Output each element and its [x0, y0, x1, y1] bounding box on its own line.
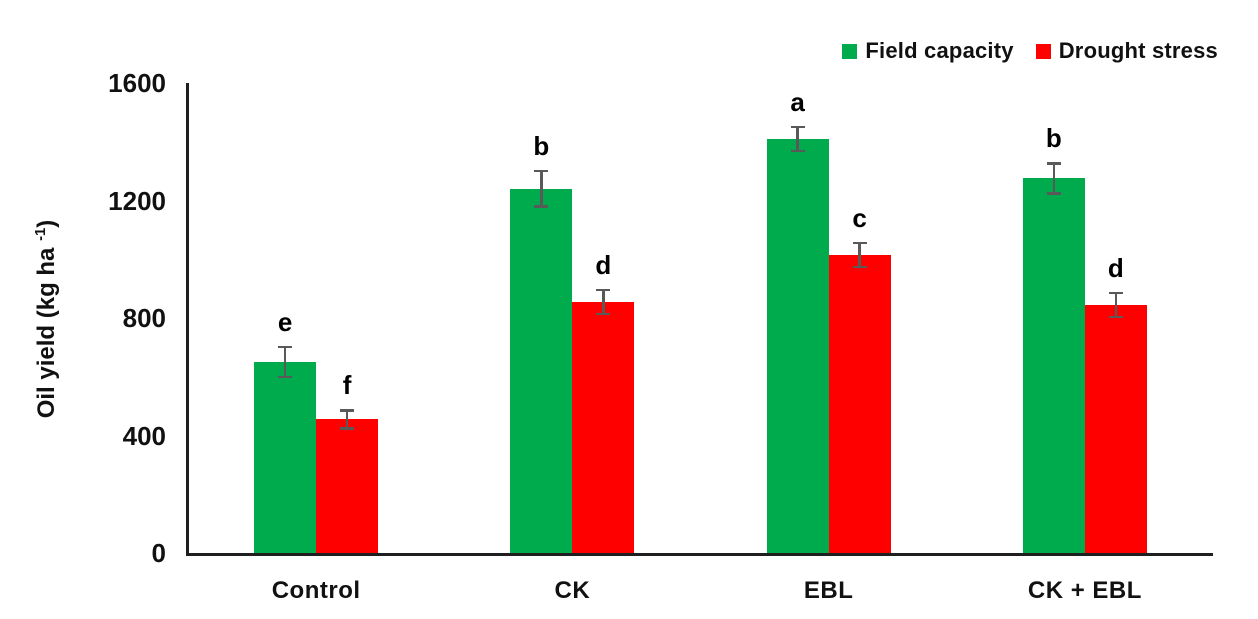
bar-drought-stress	[828, 254, 891, 553]
error-bar	[1114, 291, 1118, 318]
y-tick-label: 800	[122, 303, 166, 333]
bar-field-capacity	[1022, 178, 1085, 553]
significance-letter: d	[595, 249, 612, 280]
error-bar	[858, 241, 861, 269]
significance-letter: a	[790, 86, 805, 117]
significance-letter: c	[852, 202, 867, 233]
error-bar-cap	[852, 265, 867, 269]
chart-legend: Field capacity Drought stress	[842, 38, 1218, 64]
significance-letter: b	[533, 130, 550, 161]
error-bar-cap	[534, 169, 549, 173]
x-tick-label: CK + EBL	[1027, 577, 1142, 604]
error-bar-cap	[534, 205, 549, 208]
error-bar	[283, 345, 287, 379]
error-bar-cap	[1046, 162, 1061, 165]
significance-letter: b	[1045, 123, 1062, 154]
x-tick-label: Control	[271, 577, 361, 604]
error-bar-cap	[1108, 291, 1123, 295]
legend-label-field-capacity: Field capacity	[865, 38, 1014, 63]
x-tick-label: EBL	[803, 577, 854, 604]
error-bar-cap	[790, 149, 805, 153]
error-bar-cap	[340, 409, 355, 412]
bar-field-capacity	[766, 138, 829, 553]
y-tick-label: 1600	[108, 68, 166, 98]
error-bar-cap	[596, 312, 611, 316]
drought-stress-swatch-icon	[1035, 43, 1051, 59]
y-axis-title-superscript: -1	[33, 227, 49, 241]
y-tick-label: 0	[151, 538, 166, 568]
bar-field-capacity	[254, 362, 317, 553]
significance-letter: f	[342, 370, 352, 401]
error-bar-cap	[1108, 315, 1123, 318]
y-tick-label: 400	[122, 420, 166, 451]
error-bar	[796, 125, 799, 153]
error-bar	[1052, 162, 1056, 195]
plot-area: e f b d a c b d	[188, 83, 1213, 553]
error-bar	[602, 288, 605, 316]
bar-drought-stress	[1084, 304, 1147, 553]
field-capacity-swatch-icon	[842, 43, 858, 59]
error-bar-cap	[852, 241, 867, 245]
bar-field-capacity	[510, 188, 573, 553]
legend-label-drought-stress: Drought stress	[1058, 38, 1218, 63]
error-bar-cap	[596, 288, 611, 292]
x-axis-line	[186, 553, 1213, 556]
y-axis-line	[186, 83, 189, 556]
y-tick-label: 1200	[108, 185, 166, 216]
y-axis-title-close: )	[33, 219, 60, 228]
error-bar-cap	[340, 427, 355, 430]
error-bar-cap	[278, 345, 293, 349]
bar-drought-stress	[316, 419, 379, 553]
significance-letter: d	[1107, 252, 1124, 283]
error-bar	[540, 169, 543, 208]
error-bar-cap	[790, 125, 805, 129]
x-tick-label: CK	[554, 577, 591, 604]
error-bar	[345, 409, 349, 430]
legend-item-field-capacity: Field capacity	[842, 38, 1014, 64]
error-bar-cap	[278, 375, 293, 379]
bar-drought-stress	[572, 301, 635, 553]
significance-letter: e	[277, 306, 293, 337]
legend-item-drought-stress: Drought stress	[1035, 38, 1218, 64]
error-bar-cap	[1046, 192, 1061, 195]
